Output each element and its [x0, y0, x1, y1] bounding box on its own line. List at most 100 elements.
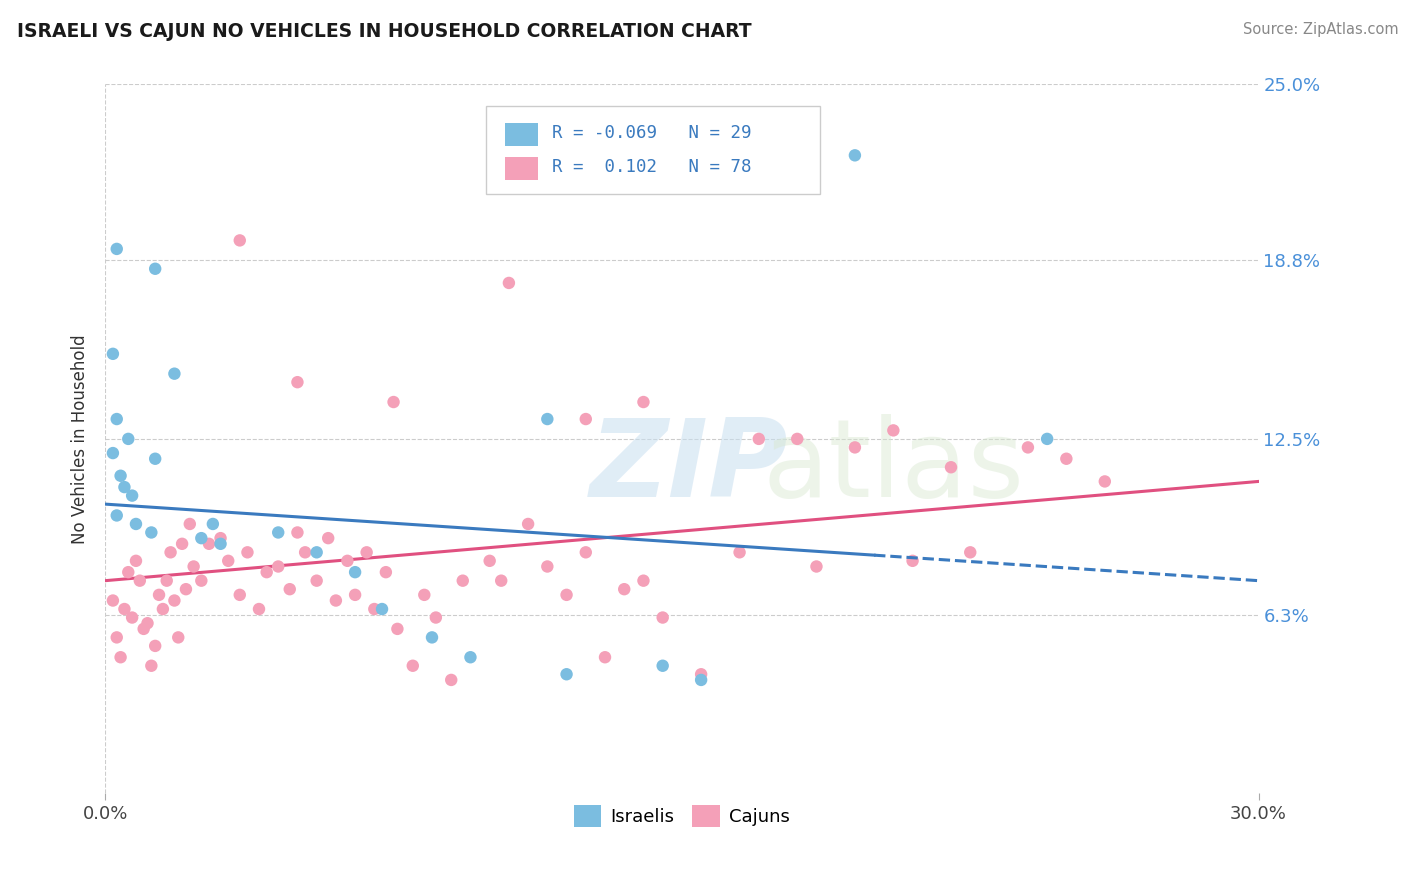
Point [382, 395, 405, 409]
Point [163, 593, 186, 607]
Point [267, 525, 290, 540]
Point [110, 468, 132, 483]
Point [256, 565, 278, 579]
Point [247, 602, 270, 616]
Point [633, 574, 655, 588]
Point [651, 658, 673, 673]
FancyBboxPatch shape [505, 123, 537, 146]
FancyBboxPatch shape [486, 106, 820, 194]
Point [305, 574, 328, 588]
Text: R = -0.069   N = 29: R = -0.069 N = 29 [551, 124, 751, 142]
Legend: Israelis, Cajuns: Israelis, Cajuns [567, 797, 797, 834]
Point [198, 537, 221, 551]
Point [593, 650, 616, 665]
Point [287, 375, 309, 389]
Point [786, 432, 808, 446]
Point [121, 610, 143, 624]
Point [114, 602, 136, 616]
Point [143, 639, 166, 653]
Point [183, 559, 205, 574]
Point [101, 347, 124, 361]
Point [136, 616, 159, 631]
Point [110, 650, 132, 665]
Point [325, 593, 347, 607]
Point [229, 234, 252, 248]
Point [190, 531, 212, 545]
Point [201, 516, 224, 531]
Point [141, 658, 163, 673]
Point [575, 412, 598, 426]
Point [114, 480, 136, 494]
Point [517, 516, 540, 531]
Point [229, 588, 252, 602]
Point [901, 554, 924, 568]
Point [363, 602, 385, 616]
Point [882, 423, 904, 437]
Point [121, 489, 143, 503]
Point [1054, 451, 1077, 466]
Text: Source: ZipAtlas.com: Source: ZipAtlas.com [1243, 22, 1399, 37]
Point [1094, 475, 1116, 489]
Point [1036, 432, 1059, 446]
Point [132, 622, 155, 636]
Point [117, 565, 139, 579]
Text: R =  0.102   N = 78: R = 0.102 N = 78 [551, 159, 751, 177]
FancyBboxPatch shape [505, 158, 537, 180]
Point [344, 588, 367, 602]
Point [105, 242, 128, 256]
Point [451, 574, 474, 588]
Point [844, 441, 866, 455]
Point [402, 658, 425, 673]
Point [555, 588, 578, 602]
Point [633, 395, 655, 409]
Point [489, 574, 512, 588]
Point [387, 622, 409, 636]
Point [425, 610, 447, 624]
Point [305, 545, 328, 559]
Point [190, 574, 212, 588]
Point [690, 673, 713, 687]
Text: ZIP: ZIP [589, 414, 787, 520]
Y-axis label: No Vehicles in Household: No Vehicles in Household [72, 334, 89, 544]
Point [217, 554, 239, 568]
Point [209, 531, 232, 545]
Point [844, 148, 866, 162]
Text: atlas: atlas [762, 414, 1025, 520]
Point [344, 565, 367, 579]
Point [478, 554, 501, 568]
Point [690, 667, 713, 681]
Point [336, 554, 359, 568]
Point [1017, 441, 1039, 455]
Point [125, 516, 148, 531]
Point [117, 432, 139, 446]
Point [209, 537, 232, 551]
Point [374, 565, 396, 579]
Point [172, 537, 194, 551]
Point [143, 451, 166, 466]
Point [498, 276, 520, 290]
Point [728, 545, 751, 559]
Point [440, 673, 463, 687]
Point [141, 525, 163, 540]
Point [575, 545, 598, 559]
Point [236, 545, 259, 559]
Point [536, 412, 558, 426]
Text: ISRAELI VS CAJUN NO VEHICLES IN HOUSEHOLD CORRELATION CHART: ISRAELI VS CAJUN NO VEHICLES IN HOUSEHOL… [17, 22, 751, 41]
Point [143, 261, 166, 276]
Point [174, 582, 197, 597]
Point [125, 554, 148, 568]
Point [105, 631, 128, 645]
Point [159, 545, 181, 559]
Point [167, 631, 190, 645]
Point [267, 559, 290, 574]
Point [105, 412, 128, 426]
Point [959, 545, 981, 559]
Point [101, 446, 124, 460]
Point [613, 582, 636, 597]
Point [460, 650, 482, 665]
Point [316, 531, 339, 545]
Point [536, 559, 558, 574]
Point [128, 574, 150, 588]
Point [555, 667, 578, 681]
Point [371, 602, 394, 616]
